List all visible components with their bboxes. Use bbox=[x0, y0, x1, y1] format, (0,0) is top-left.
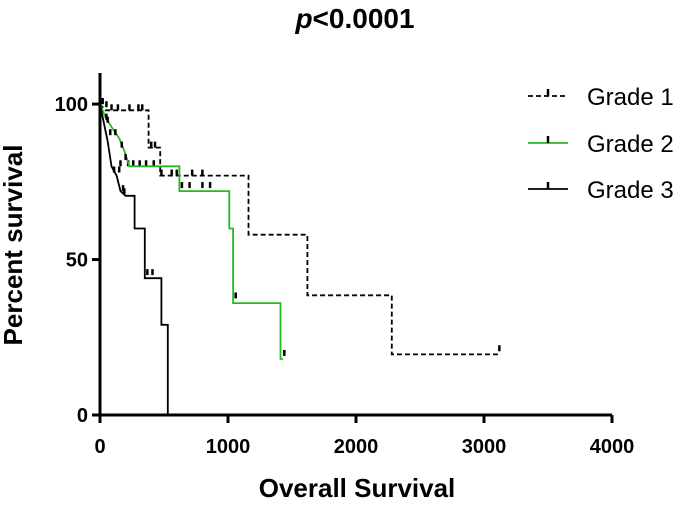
chart-title-p: p bbox=[294, 3, 312, 34]
series-1 bbox=[99, 98, 501, 356]
x-tick-label-0: 0 bbox=[94, 436, 105, 458]
y-tick-label-50: 50 bbox=[66, 250, 88, 272]
legend-item-2: Grade 2 bbox=[528, 131, 674, 158]
legend-item-1: Grade 1 bbox=[528, 84, 674, 111]
series-2 bbox=[99, 98, 286, 360]
legend: Grade 1 Grade 2 Grade 3 bbox=[528, 84, 674, 204]
x-tick-label-2000: 2000 bbox=[334, 436, 379, 458]
y-tick-label-0: 0 bbox=[77, 405, 88, 427]
chart-title-value: <0.0001 bbox=[313, 3, 415, 34]
series-line-3 bbox=[99, 103, 170, 416]
x-tick-label-4000: 4000 bbox=[590, 436, 635, 458]
chart-title: p<0.0001 bbox=[294, 3, 414, 34]
legend-label-2: Grade 2 bbox=[587, 131, 674, 158]
axes: 0 1000 2000 3000 4000 0 50 100 bbox=[55, 73, 635, 458]
x-tick-label-1000: 1000 bbox=[206, 436, 251, 458]
legend-item-3: Grade 3 bbox=[528, 177, 674, 204]
y-axis-label: Percent survival bbox=[0, 145, 28, 346]
legend-label-3: Grade 3 bbox=[587, 177, 674, 204]
series-layer bbox=[99, 98, 501, 416]
series-line-1 bbox=[99, 103, 500, 356]
y-tick-label-100: 100 bbox=[55, 94, 88, 116]
series-3 bbox=[99, 98, 170, 416]
legend-label-1: Grade 1 bbox=[587, 84, 674, 111]
x-axis-label: Overall Survival bbox=[259, 473, 456, 503]
series-line-2 bbox=[99, 103, 283, 360]
x-tick-label-3000: 3000 bbox=[462, 436, 507, 458]
